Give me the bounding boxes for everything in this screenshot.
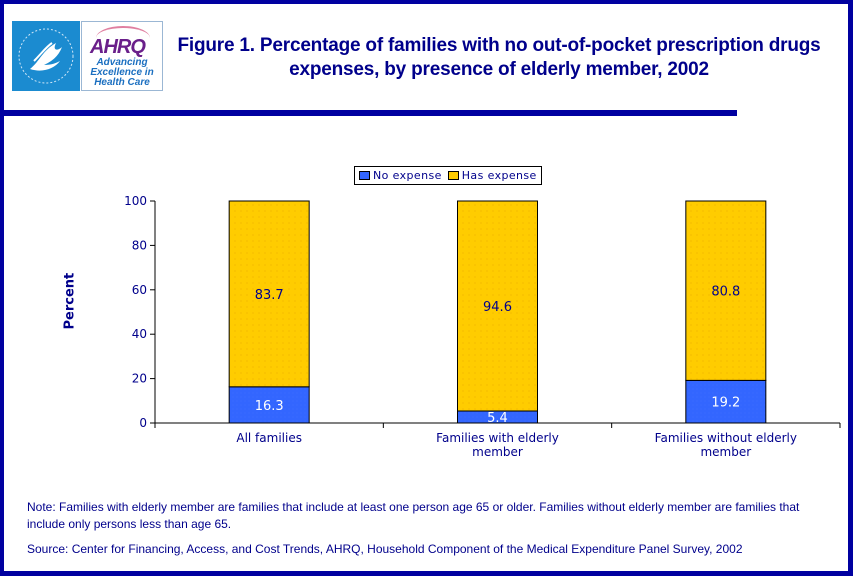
chart-legend: No expense Has expense <box>354 166 542 185</box>
y-tick-label: 40 <box>132 327 147 341</box>
data-label-no-expense: 5.4 <box>487 411 508 426</box>
figure-note: Note: Families with elderly member are f… <box>27 500 800 531</box>
tagline-line: Advancing <box>96 57 148 68</box>
x-category-label: Families with elderly <box>436 431 559 445</box>
ahrq-logo: AHRQ Advancing Excellence in Health Care <box>81 21 163 91</box>
figure-title: Figure 1. Percentage of families with no… <box>177 35 821 80</box>
ahrq-arc-icon <box>96 26 150 50</box>
y-tick-label: 100 <box>124 194 147 208</box>
x-category-label: All families <box>236 431 302 445</box>
hhs-eagle-logo <box>12 21 80 91</box>
x-category-label: member <box>472 445 523 459</box>
bar-segment-no-expense <box>685 379 767 424</box>
bar-segment-has-expense <box>457 200 538 412</box>
data-label-no-expense: 19.2 <box>711 396 740 411</box>
y-tick-label: 20 <box>132 372 147 386</box>
y-tick-label: 0 <box>139 416 147 430</box>
data-label-has-expense: 94.6 <box>483 300 512 315</box>
bar-segment-has-expense <box>685 200 767 381</box>
ahrq-tagline: Advancing Excellence in Health Care <box>82 58 162 88</box>
tagline-line: Health Care <box>94 77 150 88</box>
x-category-label: member <box>700 445 751 459</box>
hhs-eagle-icon <box>18 28 74 84</box>
legend-label: No expense <box>373 169 442 182</box>
legend-item-no-expense: No expense <box>359 169 442 182</box>
data-label-no-expense: 16.3 <box>255 399 284 414</box>
data-label-has-expense: 83.7 <box>255 288 284 303</box>
legend-swatch-no-expense <box>359 171 370 180</box>
ahrq-wordmark: AHRQ <box>90 36 146 58</box>
legend-swatch-has-expense <box>447 171 459 180</box>
x-category-label: Families without elderly <box>655 431 797 445</box>
y-tick-label: 80 <box>132 238 147 252</box>
bar-segment-has-expense <box>228 200 310 388</box>
figure-source: Source: Center for Financing, Access, an… <box>27 542 743 556</box>
legend-label: Has expense <box>461 169 537 182</box>
data-label-has-expense: 80.8 <box>711 285 740 300</box>
y-tick-label: 60 <box>132 283 147 297</box>
header-divider <box>0 110 737 116</box>
agency-logos: AHRQ Advancing Excellence in Health Care <box>12 21 163 91</box>
tagline-line: Excellence in <box>90 67 154 78</box>
legend-item-has-expense: Has expense <box>447 169 537 182</box>
